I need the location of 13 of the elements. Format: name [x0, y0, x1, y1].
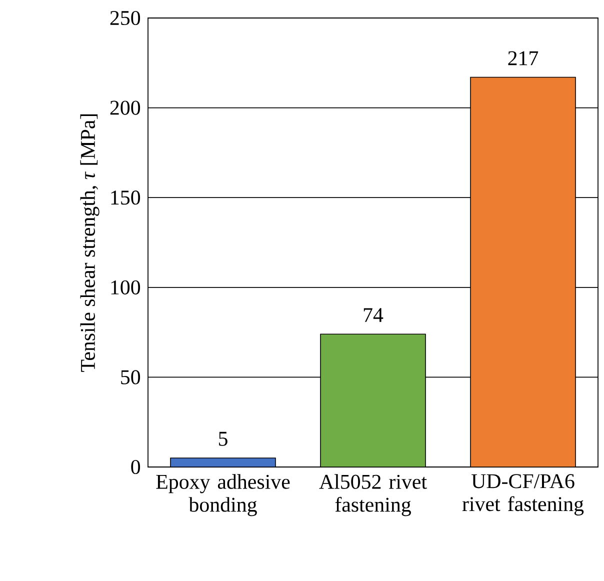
data-label: 74: [364, 308, 384, 322]
data-label: 217: [508, 51, 538, 66]
y-tick-label: 50: [121, 370, 140, 384]
y-tick-label: 200: [110, 100, 140, 115]
data-label: 5: [218, 432, 228, 446]
y-axis-title: Tensile shear strength, τ [MPa]: [80, 114, 100, 372]
y-tick-label: 0: [131, 460, 140, 474]
y-tick-label: 100: [111, 280, 140, 294]
x-tick-label: Epoxy adhesive bonding: [156, 474, 290, 516]
y-tick-label: 150: [111, 190, 140, 205]
y-tick-label: 250: [110, 10, 140, 26]
x-tick-label: Al5052 rivet fastening: [319, 474, 427, 516]
x-tick-label: UD-CF/PA6 rivet fastening: [462, 474, 584, 516]
